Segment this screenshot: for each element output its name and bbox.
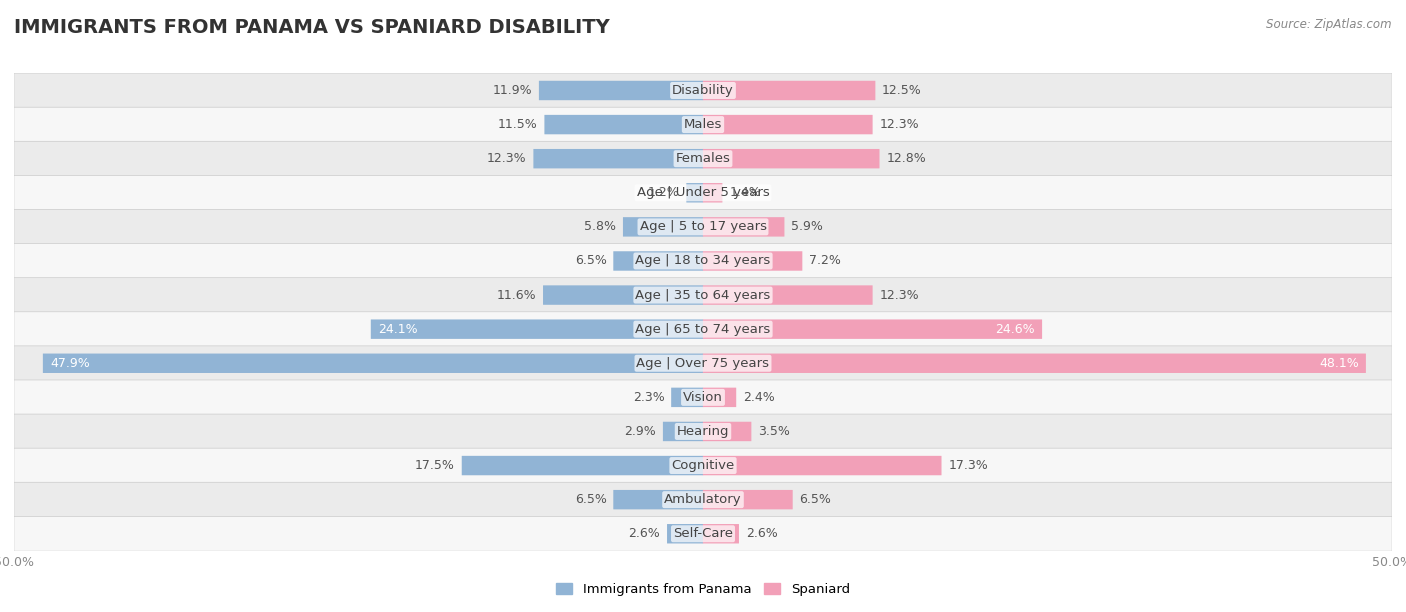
Text: 11.6%: 11.6% (496, 289, 536, 302)
Text: Age | 18 to 34 years: Age | 18 to 34 years (636, 255, 770, 267)
Text: 7.2%: 7.2% (808, 255, 841, 267)
Text: 24.1%: 24.1% (378, 323, 418, 335)
FancyBboxPatch shape (543, 285, 703, 305)
FancyBboxPatch shape (14, 448, 1392, 483)
Text: IMMIGRANTS FROM PANAMA VS SPANIARD DISABILITY: IMMIGRANTS FROM PANAMA VS SPANIARD DISAB… (14, 18, 610, 37)
Text: 2.6%: 2.6% (745, 528, 778, 540)
FancyBboxPatch shape (14, 312, 1392, 346)
Text: Age | Under 5 years: Age | Under 5 years (637, 186, 769, 200)
Text: 1.2%: 1.2% (648, 186, 679, 200)
FancyBboxPatch shape (671, 387, 703, 407)
FancyBboxPatch shape (14, 517, 1392, 551)
FancyBboxPatch shape (686, 183, 703, 203)
Text: 17.3%: 17.3% (948, 459, 988, 472)
FancyBboxPatch shape (703, 252, 803, 271)
FancyBboxPatch shape (703, 217, 785, 237)
FancyBboxPatch shape (703, 81, 876, 100)
FancyBboxPatch shape (14, 482, 1392, 517)
FancyBboxPatch shape (703, 456, 942, 476)
FancyBboxPatch shape (14, 107, 1392, 142)
Text: 5.9%: 5.9% (792, 220, 823, 233)
Text: 12.3%: 12.3% (879, 118, 920, 131)
FancyBboxPatch shape (14, 278, 1392, 313)
Text: 24.6%: 24.6% (995, 323, 1035, 335)
FancyBboxPatch shape (703, 387, 737, 407)
FancyBboxPatch shape (703, 354, 1365, 373)
FancyBboxPatch shape (371, 319, 703, 339)
FancyBboxPatch shape (461, 456, 703, 476)
Text: Disability: Disability (672, 84, 734, 97)
FancyBboxPatch shape (14, 141, 1392, 176)
Text: Age | 65 to 74 years: Age | 65 to 74 years (636, 323, 770, 335)
FancyBboxPatch shape (703, 319, 1042, 339)
Text: 6.5%: 6.5% (800, 493, 831, 506)
FancyBboxPatch shape (14, 380, 1392, 415)
Text: Age | 35 to 64 years: Age | 35 to 64 years (636, 289, 770, 302)
FancyBboxPatch shape (623, 217, 703, 237)
Text: 12.3%: 12.3% (879, 289, 920, 302)
FancyBboxPatch shape (14, 176, 1392, 210)
Text: 48.1%: 48.1% (1319, 357, 1358, 370)
Text: 6.5%: 6.5% (575, 255, 606, 267)
FancyBboxPatch shape (703, 285, 873, 305)
FancyBboxPatch shape (666, 524, 703, 543)
Text: 11.5%: 11.5% (498, 118, 537, 131)
Text: 3.5%: 3.5% (758, 425, 790, 438)
FancyBboxPatch shape (42, 354, 703, 373)
FancyBboxPatch shape (703, 490, 793, 509)
Legend: Immigrants from Panama, Spaniard: Immigrants from Panama, Spaniard (551, 578, 855, 602)
Text: 6.5%: 6.5% (575, 493, 606, 506)
Text: Females: Females (675, 152, 731, 165)
FancyBboxPatch shape (14, 244, 1392, 278)
Text: Source: ZipAtlas.com: Source: ZipAtlas.com (1267, 18, 1392, 31)
FancyBboxPatch shape (538, 81, 703, 100)
FancyBboxPatch shape (544, 115, 703, 134)
Text: 2.6%: 2.6% (628, 528, 661, 540)
Text: 2.4%: 2.4% (742, 391, 775, 404)
Text: Age | Over 75 years: Age | Over 75 years (637, 357, 769, 370)
FancyBboxPatch shape (662, 422, 703, 441)
Text: 2.3%: 2.3% (633, 391, 665, 404)
Text: 2.9%: 2.9% (624, 425, 657, 438)
FancyBboxPatch shape (14, 73, 1392, 108)
FancyBboxPatch shape (14, 414, 1392, 449)
Text: Hearing: Hearing (676, 425, 730, 438)
FancyBboxPatch shape (703, 183, 723, 203)
Text: 12.8%: 12.8% (886, 152, 927, 165)
Text: 11.9%: 11.9% (492, 84, 531, 97)
Text: Age | 5 to 17 years: Age | 5 to 17 years (640, 220, 766, 233)
Text: Males: Males (683, 118, 723, 131)
Text: Cognitive: Cognitive (672, 459, 734, 472)
FancyBboxPatch shape (703, 115, 873, 134)
Text: 12.3%: 12.3% (486, 152, 527, 165)
FancyBboxPatch shape (613, 490, 703, 509)
FancyBboxPatch shape (14, 346, 1392, 381)
FancyBboxPatch shape (533, 149, 703, 168)
FancyBboxPatch shape (613, 252, 703, 271)
Text: Self-Care: Self-Care (673, 528, 733, 540)
Text: 17.5%: 17.5% (415, 459, 456, 472)
Text: Vision: Vision (683, 391, 723, 404)
FancyBboxPatch shape (703, 524, 740, 543)
Text: 47.9%: 47.9% (49, 357, 90, 370)
Text: 1.4%: 1.4% (730, 186, 761, 200)
Text: Ambulatory: Ambulatory (664, 493, 742, 506)
FancyBboxPatch shape (703, 149, 880, 168)
FancyBboxPatch shape (703, 422, 751, 441)
Text: 5.8%: 5.8% (585, 220, 616, 233)
FancyBboxPatch shape (14, 209, 1392, 244)
Text: 12.5%: 12.5% (882, 84, 922, 97)
